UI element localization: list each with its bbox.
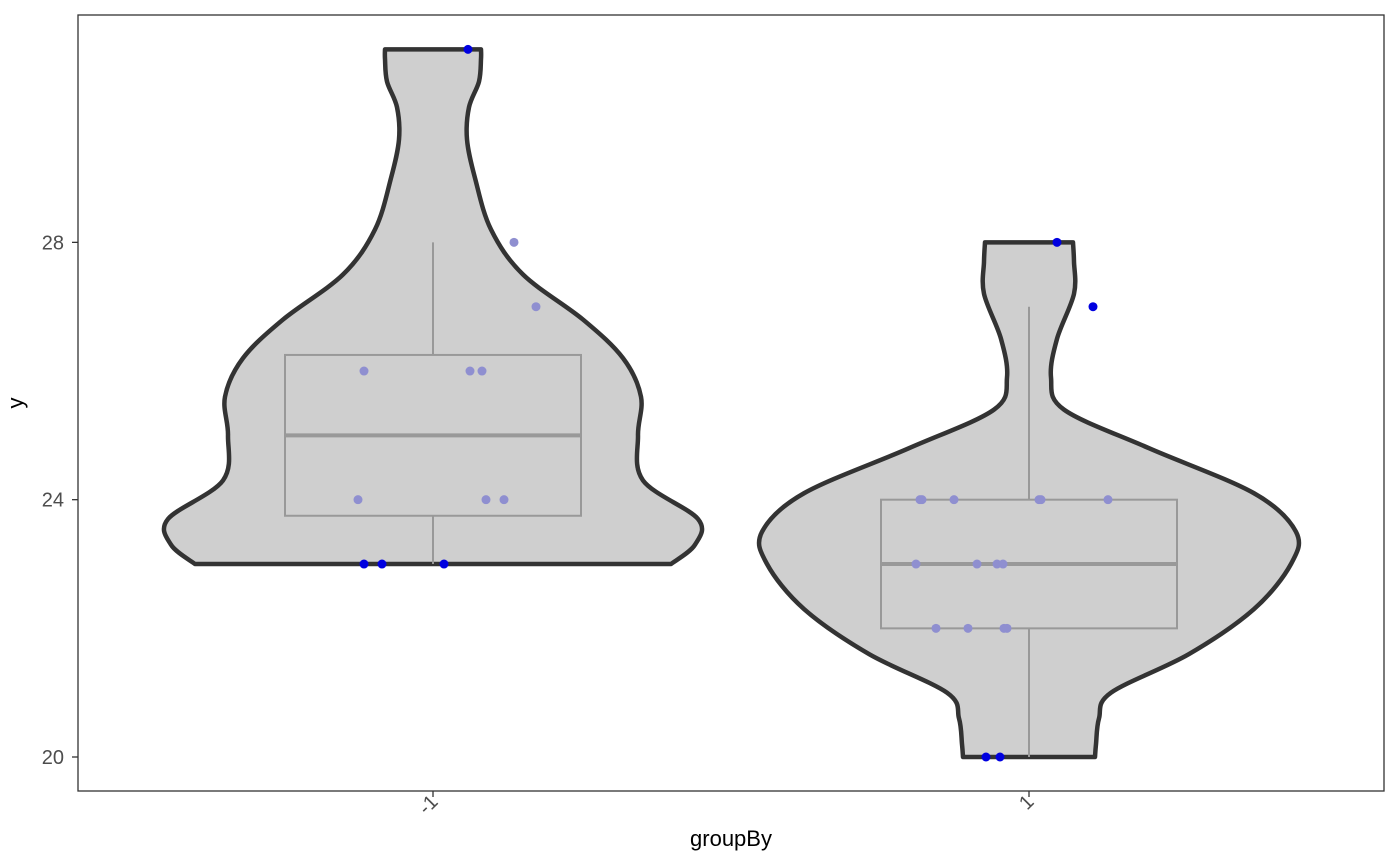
data-point	[531, 302, 541, 312]
x-axis: -1 1	[414, 791, 1038, 819]
data-point	[439, 559, 449, 569]
data-point	[998, 559, 1008, 569]
data-point	[1002, 623, 1012, 633]
data-point	[477, 366, 487, 376]
data-point	[463, 44, 473, 54]
x-axis-title: groupBy	[690, 826, 772, 851]
violins-layer	[161, 47, 1302, 760]
x-tick-label: -1	[414, 791, 442, 819]
y-tick-label: 28	[42, 232, 64, 254]
y-axis-title: y	[3, 398, 28, 409]
y-tick-label: 24	[42, 490, 64, 512]
data-point	[931, 623, 941, 633]
data-point	[1036, 495, 1046, 505]
data-point	[359, 366, 369, 376]
data-point	[499, 495, 509, 505]
data-point	[972, 559, 982, 569]
x-tick-label: 1	[1015, 791, 1038, 814]
data-point	[1088, 302, 1098, 312]
data-point	[481, 495, 491, 505]
data-point	[1103, 495, 1113, 505]
data-point	[509, 237, 519, 247]
data-point	[377, 559, 387, 569]
data-point	[981, 752, 991, 762]
data-point	[1052, 237, 1062, 247]
data-point	[353, 495, 363, 505]
boxplots-layer	[284, 242, 1178, 757]
data-point	[915, 495, 925, 505]
data-point	[911, 559, 921, 569]
y-tick-label: 20	[42, 747, 64, 769]
points-layer	[353, 44, 1113, 762]
data-point	[949, 495, 959, 505]
data-point	[963, 623, 973, 633]
data-point	[359, 559, 369, 569]
data-point	[465, 366, 475, 376]
panel-border	[77, 14, 1385, 792]
data-point	[995, 752, 1005, 762]
y-axis: 20 24 28	[42, 232, 78, 769]
